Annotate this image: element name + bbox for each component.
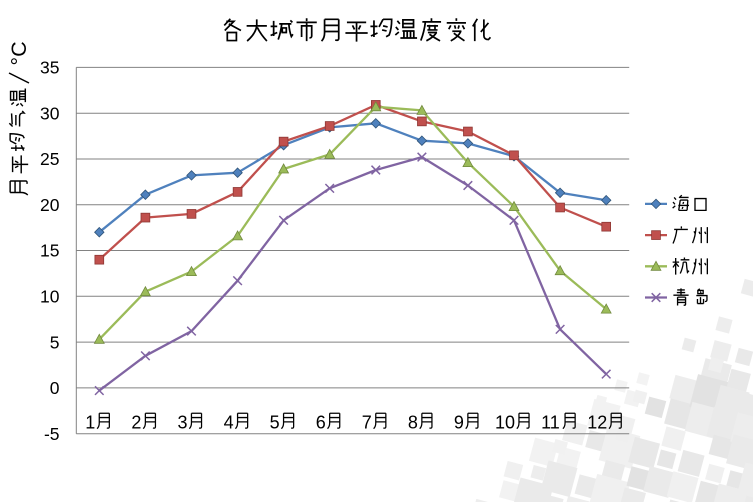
- svg-text:10: 10: [40, 287, 60, 307]
- svg-text:35: 35: [40, 58, 59, 78]
- svg-text:11: 11: [541, 413, 560, 433]
- svg-text:10: 10: [495, 413, 515, 433]
- svg-text:2: 2: [131, 413, 141, 433]
- svg-text:-5: -5: [44, 424, 60, 444]
- svg-text:8: 8: [408, 413, 418, 433]
- svg-text:7: 7: [362, 413, 372, 433]
- svg-text:4: 4: [224, 413, 234, 433]
- svg-text:25: 25: [40, 149, 59, 169]
- svg-text:9: 9: [454, 413, 464, 433]
- svg-text:12: 12: [587, 413, 607, 433]
- svg-text:1: 1: [85, 413, 95, 433]
- svg-text:15: 15: [40, 241, 59, 261]
- svg-text:6: 6: [316, 413, 326, 433]
- svg-text:°C: °C: [7, 41, 31, 65]
- svg-text:3: 3: [178, 413, 188, 433]
- svg-text:20: 20: [40, 195, 60, 215]
- svg-text:0: 0: [50, 378, 60, 398]
- svg-text:30: 30: [40, 103, 60, 123]
- svg-text:5: 5: [50, 332, 60, 352]
- svg-text:5: 5: [270, 413, 280, 433]
